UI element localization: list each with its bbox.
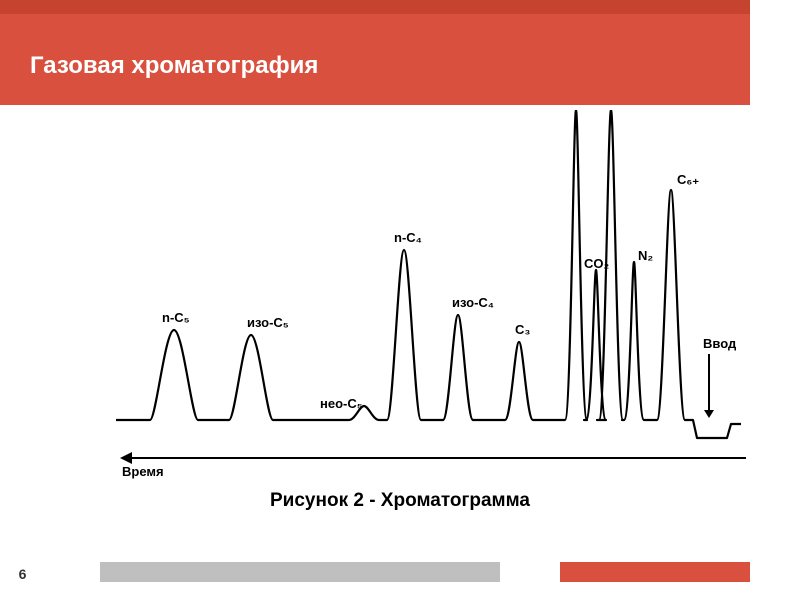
peak-label: изо-C₅ bbox=[247, 315, 289, 330]
time-axis: Время bbox=[120, 452, 746, 479]
footer: 6 bbox=[0, 550, 800, 600]
peak-label: CO₂ bbox=[584, 256, 610, 271]
slide-title: Газовая хроматография bbox=[30, 52, 318, 80]
page-number: 6 bbox=[0, 566, 45, 582]
chromatogram-chart: n-C₅изо-C₅нео-C₅n-C₄изо-C₄C₃C₂CO₂N₂C₆₊ В… bbox=[106, 110, 746, 480]
svg-text:Время: Время bbox=[122, 464, 164, 479]
peak-label: изо-C₄ bbox=[452, 295, 494, 310]
chromatogram-trace bbox=[116, 110, 741, 438]
chromatogram-svg: n-C₅изо-C₅нео-C₅n-C₄изо-C₄C₃C₂CO₂N₂C₆₊ В… bbox=[106, 110, 746, 480]
injection-marker: Ввод bbox=[703, 336, 737, 418]
footer-gray-bar bbox=[100, 562, 500, 582]
footer-red-bar bbox=[560, 562, 750, 582]
svg-text:Ввод: Ввод bbox=[703, 336, 737, 351]
peak-label: нео-C₅ bbox=[320, 396, 363, 411]
peak-label: C₆₊ bbox=[677, 172, 699, 187]
peak-label: C₃ bbox=[515, 322, 530, 337]
peak-label: n-C₄ bbox=[394, 230, 422, 245]
peak-label: N₂ bbox=[638, 248, 653, 263]
header-accent-stripe bbox=[0, 0, 750, 14]
peak-label: n-C₅ bbox=[162, 310, 190, 325]
figure-caption: Рисунок 2 - Хроматограмма bbox=[0, 490, 800, 512]
